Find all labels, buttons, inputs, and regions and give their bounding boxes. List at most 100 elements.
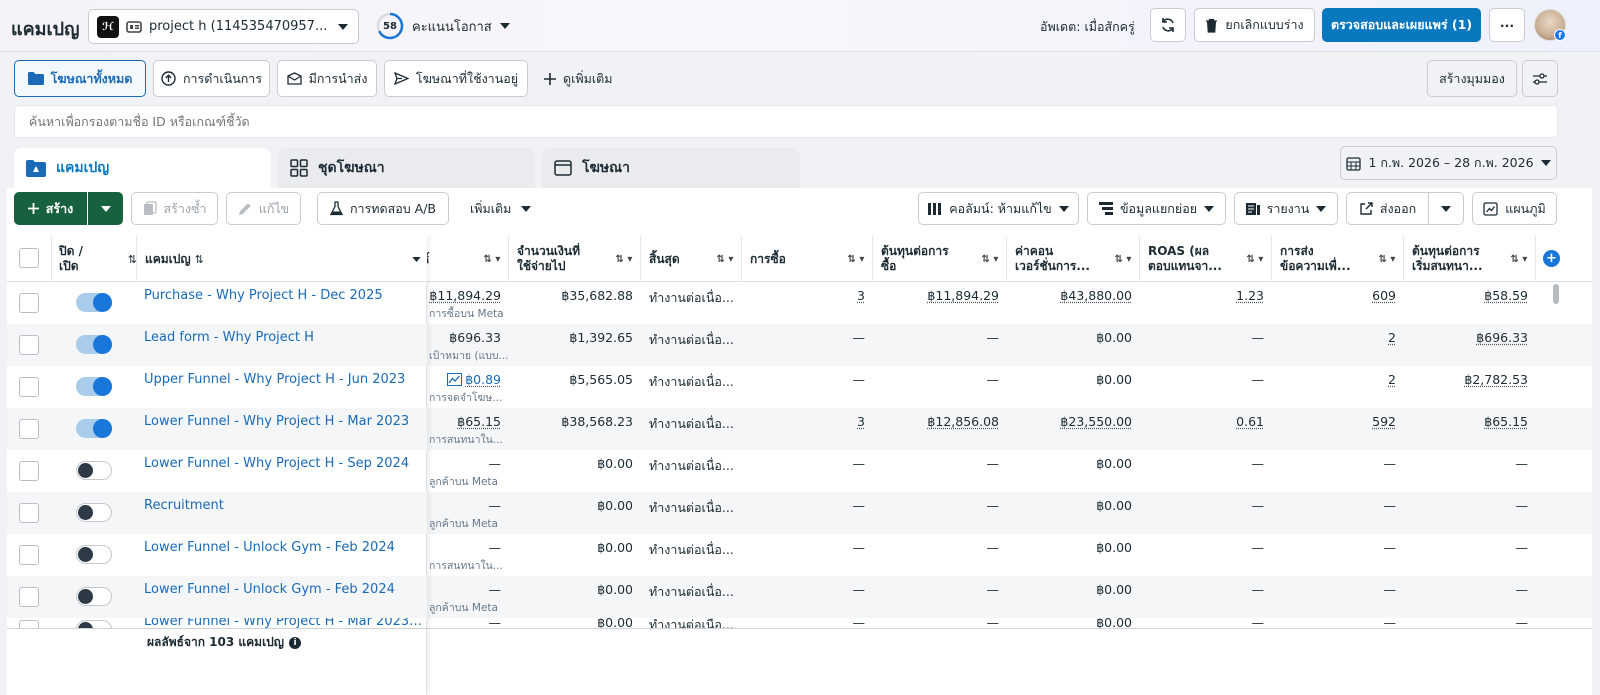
campaign-name-link[interactable]: Lower Funnel - Unlock Gym - Feb 2024 bbox=[144, 582, 395, 597]
row-checkbox[interactable] bbox=[19, 419, 39, 439]
campaign-name-link[interactable]: Lower Funnel - Unlock Gym - Feb 2024 bbox=[144, 540, 395, 555]
campaign-toggle[interactable] bbox=[76, 503, 112, 522]
campaign-name-link[interactable]: Recruitment bbox=[144, 498, 224, 513]
campaign-name-link[interactable]: Lower Funnel - Why Project H - Sep 2024 bbox=[144, 456, 410, 471]
column-header-spend[interactable]: จำนวนเงินที่ ใช้จ่ายไป ⇅ ▾ bbox=[509, 236, 641, 282]
campaign-toggle[interactable] bbox=[76, 293, 112, 312]
duplicate-button[interactable]: สร้างซ้ำ bbox=[131, 192, 218, 225]
column-header-roas[interactable]: ROAS (ผล ตอบแทนจา... ⇅ ▾ bbox=[1140, 236, 1272, 282]
messaging-cell[interactable]: 2 bbox=[1388, 330, 1396, 345]
create-view-button[interactable]: สร้างมุมมอง bbox=[1427, 60, 1517, 97]
frozen-row[interactable]: Lower Funnel - Unlock Gym - Feb 2024 bbox=[7, 534, 427, 576]
campaign-toggle[interactable] bbox=[76, 545, 112, 564]
row-checkbox[interactable] bbox=[19, 377, 39, 397]
frozen-row[interactable]: Lower Funnel - Why Project H - Sep 2024 bbox=[7, 450, 427, 492]
info-icon[interactable]: i bbox=[289, 636, 302, 649]
frozen-row[interactable]: Lower Funnel - Unlock Gym - Feb 2024 bbox=[7, 576, 427, 618]
row-checkbox[interactable] bbox=[19, 335, 39, 355]
conversion-value-cell[interactable]: ฿0.00 bbox=[1096, 372, 1132, 387]
row-checkbox[interactable] bbox=[19, 461, 39, 481]
campaign-name-link[interactable]: Lower Funnel - Why Project H - Mar 2023 bbox=[144, 414, 410, 429]
review-publish-button[interactable]: ตรวจสอบและเผยแพร่ (1) bbox=[1322, 8, 1481, 42]
cost-per-conversation-cell[interactable]: ฿58.59 bbox=[1484, 288, 1528, 303]
row-checkbox[interactable] bbox=[19, 587, 39, 607]
result-value-wrap[interactable]: ฿0.89 bbox=[427, 372, 501, 387]
campaign-name-link[interactable]: Lead form - Why Project H bbox=[144, 330, 314, 345]
roas-cell[interactable]: 1.23 bbox=[1236, 288, 1264, 303]
account-selector[interactable]: ℋ project h (114535470957... bbox=[88, 9, 359, 44]
messaging-cell[interactable]: 609 bbox=[1372, 288, 1396, 303]
column-header-campaign[interactable]: แคมเปญ ⇅ bbox=[145, 242, 421, 276]
filter-active-ads[interactable]: โฆษณาที่ใช้งานอยู่ bbox=[384, 60, 528, 97]
date-range-picker[interactable]: 1 ก.พ. 2026 – 28 ก.พ. 2026 bbox=[1340, 146, 1557, 180]
column-header-cost-per-purchase[interactable]: ต้นทุนต่อการ ซื้อ ⇅ ▾ bbox=[873, 236, 1007, 282]
cost-per-conversation-cell[interactable]: ฿65.15 bbox=[1484, 414, 1528, 429]
cost-per-purchase-cell[interactable]: ฿11,894.29 bbox=[927, 288, 999, 303]
discard-drafts-button[interactable]: ยกเลิกแบบร่าง bbox=[1194, 8, 1315, 42]
table-row[interactable]: ฿0.89 การจดจำโฆษ... ฿5,565.05 ทำงานต่อเนื… bbox=[7, 366, 1592, 408]
edit-button[interactable]: แก้ไข bbox=[226, 192, 301, 225]
conversion-value-cell[interactable]: ฿23,550.00 bbox=[1060, 414, 1132, 429]
campaign-toggle[interactable] bbox=[76, 377, 112, 396]
roas-cell[interactable]: — bbox=[1251, 372, 1265, 387]
table-row[interactable]: ฿11,894.29 การซื้อบน Meta ฿35,682.88 ทำงา… bbox=[7, 282, 1592, 324]
frozen-row[interactable]: Lower Funnel - Why Project H - Mar 2023 bbox=[7, 408, 427, 450]
create-dropdown-button[interactable] bbox=[88, 192, 123, 225]
column-header-conversion-value[interactable]: ค่าคอน เวอร์ชั่นการ... ⇅ ▾ bbox=[1007, 236, 1140, 282]
campaign-name-link[interactable]: Purchase - Why Project H - Dec 2025 bbox=[144, 288, 383, 303]
cost-per-purchase-cell[interactable]: ฿12,856.08 bbox=[927, 414, 999, 429]
result-value[interactable]: ฿11,894.29 bbox=[429, 288, 501, 303]
filter-all-ads[interactable]: โฆษณาทั้งหมด bbox=[14, 60, 146, 97]
export-button[interactable]: ส่งออก bbox=[1346, 192, 1429, 225]
create-button[interactable]: สร้าง bbox=[14, 192, 87, 225]
row-checkbox[interactable] bbox=[19, 620, 39, 628]
campaign-toggle[interactable] bbox=[76, 587, 112, 606]
frozen-row[interactable]: Recruitment bbox=[7, 492, 427, 534]
see-more-filters-button[interactable]: ดูเพิ่มเติม bbox=[544, 60, 613, 97]
campaign-toggle[interactable] bbox=[76, 335, 112, 354]
purchases-cell[interactable]: 3 bbox=[857, 414, 865, 429]
tab-ads[interactable]: โฆษณา bbox=[542, 148, 800, 188]
scrollbar-thumb[interactable] bbox=[1553, 284, 1559, 304]
result-value[interactable]: ฿65.15 bbox=[457, 414, 501, 429]
result-value[interactable]: ฿696.33 bbox=[449, 330, 501, 345]
cost-per-conversation-cell[interactable]: ฿696.33 bbox=[1476, 330, 1528, 345]
table-row[interactable]: — ฿0.00 ทำงานต่อเนื่อ... — — ฿0.00 — — — bbox=[7, 618, 1592, 628]
chart-button[interactable]: แผนภูมิ bbox=[1472, 192, 1557, 225]
cost-per-purchase-cell[interactable]: — bbox=[986, 330, 1000, 345]
campaign-toggle[interactable] bbox=[76, 620, 112, 628]
opportunity-score[interactable]: 58 คะแนนโอกาส bbox=[376, 12, 510, 40]
campaign-name-link[interactable]: Upper Funnel - Why Project H - Jun 2023 bbox=[144, 372, 406, 387]
avatar[interactable] bbox=[1534, 9, 1566, 41]
conversion-value-cell[interactable]: ฿0.00 bbox=[1096, 330, 1132, 345]
campaign-toggle[interactable] bbox=[76, 419, 112, 438]
column-header-cost-per-conversation[interactable]: ต้นทุนต่อการ เริ่มสนทนา... ⇅ ▾ bbox=[1404, 236, 1536, 282]
row-checkbox[interactable] bbox=[19, 503, 39, 523]
select-all-checkbox[interactable] bbox=[19, 248, 39, 268]
toolbar-more-button[interactable]: เพิ่มเติม bbox=[470, 192, 532, 225]
purchases-cell[interactable]: 3 bbox=[857, 288, 865, 303]
frozen-row[interactable]: Lead form - Why Project H bbox=[7, 324, 427, 366]
add-column-icon[interactable]: + bbox=[1543, 250, 1560, 267]
tab-campaigns[interactable]: แคมเปญ bbox=[14, 148, 271, 188]
table-row[interactable]: — ลูกค้าบน Meta ฿0.00 ทำงานต่อเนื่อ... — … bbox=[7, 450, 1592, 492]
breakdown-button[interactable]: ข้อมูลแยกย่อย bbox=[1087, 192, 1226, 225]
filter-delivering[interactable]: มีการนำส่ง bbox=[277, 60, 377, 97]
column-header-toggle[interactable]: ปิด / เปิด ⇅ bbox=[59, 242, 137, 276]
table-row[interactable]: — การสนทนาใน... ฿0.00 ทำงานต่อเนื่อ... — … bbox=[7, 534, 1592, 576]
ab-test-button[interactable]: การทดสอบ A/B bbox=[317, 192, 449, 225]
search-input[interactable] bbox=[14, 105, 1558, 138]
cost-per-conversation-cell[interactable]: ฿2,782.53 bbox=[1464, 372, 1528, 387]
view-settings-button[interactable] bbox=[1522, 60, 1558, 97]
frozen-row[interactable]: Purchase - Why Project H - Dec 2025 bbox=[7, 282, 427, 324]
column-header-results[interactable]: ลัพธ์ ⇅ ▾ bbox=[407, 236, 509, 282]
vertical-scrollbar[interactable] bbox=[1553, 282, 1559, 628]
filter-actions[interactable]: การดำเนินการ bbox=[153, 60, 270, 97]
columns-button[interactable]: คอลัมน์: ห้ามแก้ไข bbox=[918, 192, 1079, 225]
row-checkbox[interactable] bbox=[19, 293, 39, 313]
roas-cell[interactable]: — bbox=[1251, 330, 1265, 345]
refresh-button[interactable] bbox=[1150, 8, 1186, 42]
conversion-value-cell[interactable]: ฿43,880.00 bbox=[1060, 288, 1132, 303]
column-header-messaging[interactable]: การส่ง ข้อความเพื่... ⇅ ▾ bbox=[1272, 236, 1404, 282]
result-value[interactable]: ฿0.89 bbox=[465, 372, 501, 387]
